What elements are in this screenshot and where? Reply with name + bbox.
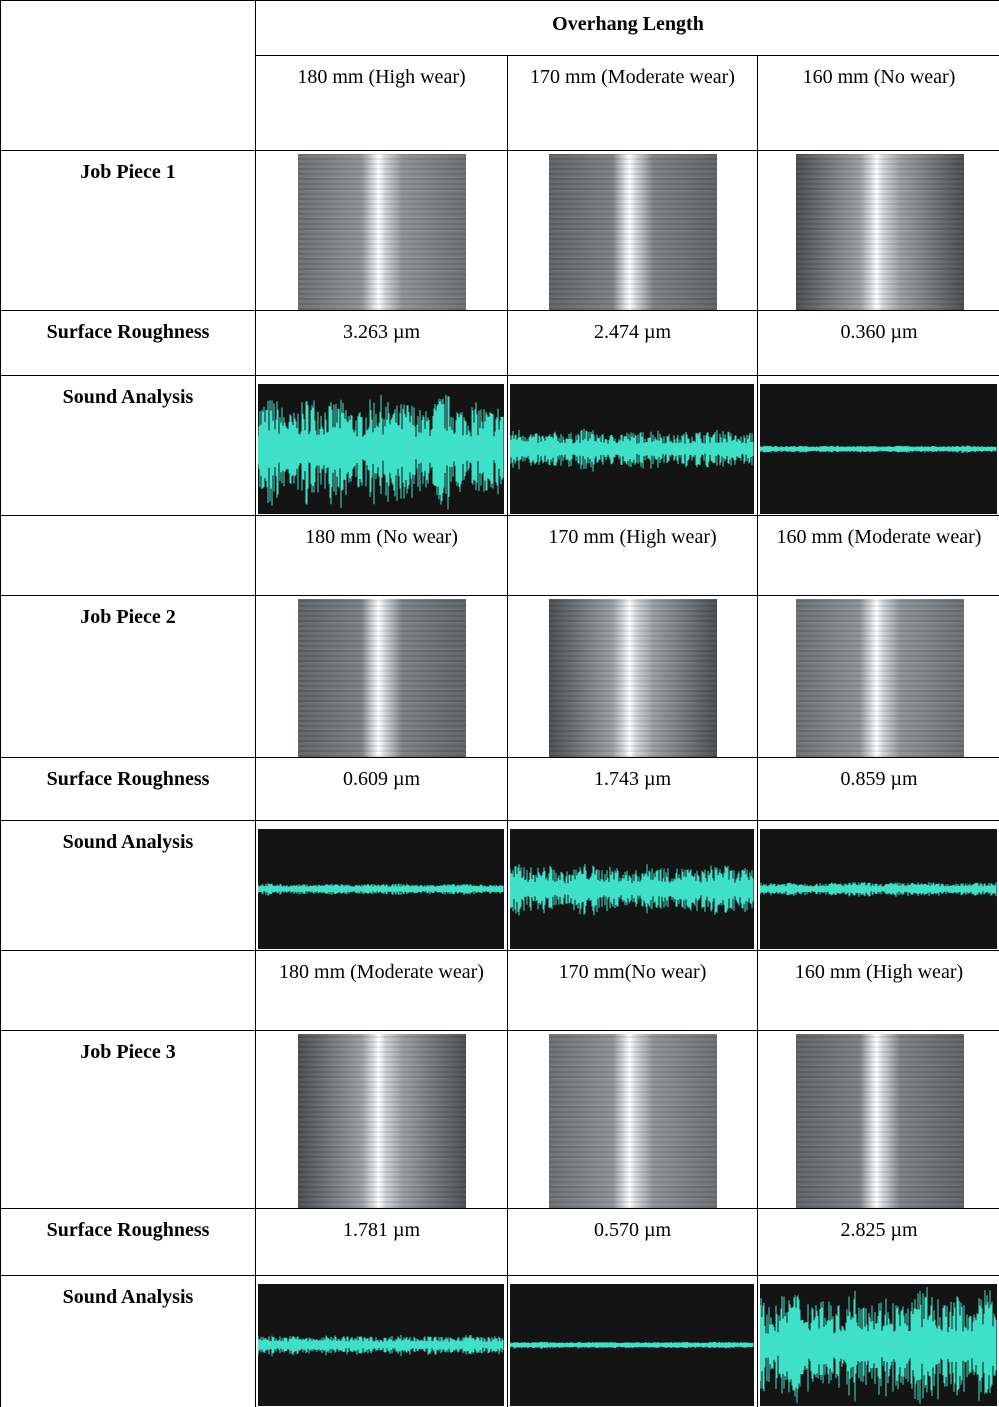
sound-cell <box>757 1275 999 1407</box>
image-cell <box>255 150 508 311</box>
sound-cell <box>507 820 758 951</box>
blank-cell <box>0 515 256 596</box>
header-cell: Overhang Length <box>255 0 999 56</box>
cell-text: 2.474 µm <box>514 319 751 345</box>
roughness-label-cell: Surface Roughness <box>0 310 256 376</box>
job-title-cell: Job Piece 1 <box>0 150 256 311</box>
sound-label-cell: Sound Analysis <box>0 1275 256 1407</box>
image-cell <box>757 1030 999 1209</box>
cell-text: 170 mm(No wear) <box>514 959 751 985</box>
sound-cell <box>255 375 508 516</box>
roughness-cell: 0.609 µm <box>255 757 508 821</box>
condition-cell: 160 mm (Moderate wear) <box>757 515 999 596</box>
cell-text: 0.570 µm <box>514 1217 751 1243</box>
cell-text: 180 mm (Moderate wear) <box>262 959 501 985</box>
workpiece-photo <box>549 599 717 757</box>
cell-text: Surface Roughness <box>7 319 249 345</box>
cell-text: Sound Analysis <box>7 384 249 410</box>
image-cell <box>757 150 999 311</box>
waveform <box>258 829 504 949</box>
roughness-cell: 2.825 µm <box>757 1208 999 1276</box>
condition-cell: 170 mm (Moderate wear) <box>507 55 758 151</box>
cell-text: Job Piece 3 <box>7 1039 249 1065</box>
blank-cell <box>0 950 256 1031</box>
sound-cell <box>255 820 508 951</box>
image-cell <box>757 595 999 758</box>
cell-text: 170 mm (Moderate wear) <box>514 64 751 90</box>
cell-text: 180 mm (No wear) <box>262 524 501 550</box>
workpiece-photo <box>298 154 466 310</box>
cell-text: 2.825 µm <box>764 1217 994 1243</box>
cell-text: Surface Roughness <box>7 1217 249 1243</box>
cell-text: 1.743 µm <box>514 766 751 792</box>
cell-text: 160 mm (High wear) <box>764 959 994 985</box>
cell-text: 180 mm (High wear) <box>262 64 501 90</box>
cell-text: Overhang Length <box>262 11 994 37</box>
waveform <box>510 384 754 514</box>
workpiece-photo <box>796 154 964 310</box>
cell-text: 160 mm (Moderate wear) <box>764 524 994 550</box>
cell-text: Job Piece 1 <box>7 159 249 185</box>
condition-cell: 170 mm(No wear) <box>507 950 758 1031</box>
roughness-label-cell: Surface Roughness <box>0 1208 256 1276</box>
waveform <box>258 1284 504 1406</box>
cell-text: 3.263 µm <box>262 319 501 345</box>
condition-cell: 160 mm (High wear) <box>757 950 999 1031</box>
roughness-label-cell: Surface Roughness <box>0 757 256 821</box>
cell-text: 160 mm (No wear) <box>764 64 994 90</box>
waveform <box>760 384 997 514</box>
waveform <box>760 829 997 949</box>
cell-text: Surface Roughness <box>7 766 249 792</box>
roughness-cell: 1.781 µm <box>255 1208 508 1276</box>
workpiece-photo <box>298 599 466 757</box>
cell-text: Sound Analysis <box>7 1284 249 1310</box>
workpiece-photo <box>796 599 964 757</box>
condition-cell: 180 mm (Moderate wear) <box>255 950 508 1031</box>
condition-cell: 160 mm (No wear) <box>757 55 999 151</box>
image-cell <box>507 150 758 311</box>
roughness-cell: 0.859 µm <box>757 757 999 821</box>
image-cell <box>507 1030 758 1209</box>
roughness-cell: 1.743 µm <box>507 757 758 821</box>
image-cell <box>507 595 758 758</box>
sound-label-cell: Sound Analysis <box>0 820 256 951</box>
sound-cell <box>255 1275 508 1407</box>
waveform <box>510 829 754 949</box>
roughness-cell: 0.360 µm <box>757 310 999 376</box>
job-title-cell: Job Piece 3 <box>0 1030 256 1209</box>
roughness-cell: 3.263 µm <box>255 310 508 376</box>
sound-label-cell: Sound Analysis <box>0 375 256 516</box>
workpiece-photo <box>549 154 717 310</box>
cell-text: 170 mm (High wear) <box>514 524 751 550</box>
image-cell <box>255 595 508 758</box>
cell-text: 1.781 µm <box>262 1217 501 1243</box>
sound-cell <box>507 1275 758 1407</box>
table-page: Overhang Length 180 mm (High wear) 170 mm … <box>0 0 999 1407</box>
roughness-cell: 2.474 µm <box>507 310 758 376</box>
cell-text: Sound Analysis <box>7 829 249 855</box>
image-cell <box>255 1030 508 1209</box>
roughness-cell: 0.570 µm <box>507 1208 758 1276</box>
waveform <box>510 1284 754 1406</box>
workpiece-photo <box>549 1034 717 1208</box>
sound-cell <box>757 820 999 951</box>
condition-cell: 180 mm (High wear) <box>255 55 508 151</box>
workpiece-photo <box>298 1034 466 1208</box>
workpiece-photo <box>796 1034 964 1208</box>
cell-text: 0.859 µm <box>764 766 994 792</box>
sound-cell <box>507 375 758 516</box>
cell-text: 0.609 µm <box>262 766 501 792</box>
corner-cell <box>0 0 256 151</box>
waveform <box>258 384 504 514</box>
cell-text: 0.360 µm <box>764 319 994 345</box>
condition-cell: 180 mm (No wear) <box>255 515 508 596</box>
cell-text: Job Piece 2 <box>7 604 249 630</box>
job-title-cell: Job Piece 2 <box>0 595 256 758</box>
waveform <box>760 1284 997 1406</box>
sound-cell <box>757 375 999 516</box>
condition-cell: 170 mm (High wear) <box>507 515 758 596</box>
